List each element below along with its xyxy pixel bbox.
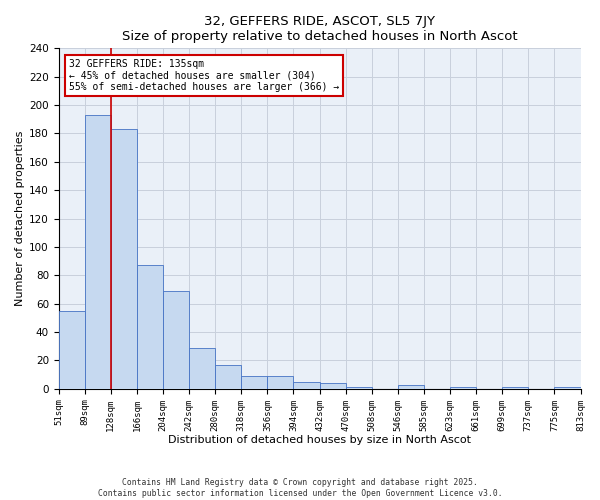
Bar xyxy=(163,291,189,389)
Text: Contains HM Land Registry data © Crown copyright and database right 2025.
Contai: Contains HM Land Registry data © Crown c… xyxy=(98,478,502,498)
Bar xyxy=(137,266,163,389)
Bar xyxy=(241,376,268,389)
Bar xyxy=(59,311,85,389)
Bar xyxy=(398,384,424,389)
Bar xyxy=(85,115,111,389)
Bar xyxy=(111,129,137,389)
Bar xyxy=(268,376,293,389)
Bar xyxy=(320,383,346,389)
Bar xyxy=(189,348,215,389)
Bar xyxy=(554,388,581,389)
Text: 32 GEFFERS RIDE: 135sqm
← 45% of detached houses are smaller (304)
55% of semi-d: 32 GEFFERS RIDE: 135sqm ← 45% of detache… xyxy=(69,58,340,92)
Bar xyxy=(215,364,241,389)
Y-axis label: Number of detached properties: Number of detached properties xyxy=(15,131,25,306)
Title: 32, GEFFERS RIDE, ASCOT, SL5 7JY
Size of property relative to detached houses in: 32, GEFFERS RIDE, ASCOT, SL5 7JY Size of… xyxy=(122,15,517,43)
Bar xyxy=(293,382,320,389)
Bar xyxy=(502,388,529,389)
Bar xyxy=(346,388,372,389)
X-axis label: Distribution of detached houses by size in North Ascot: Distribution of detached houses by size … xyxy=(168,435,471,445)
Bar xyxy=(450,388,476,389)
